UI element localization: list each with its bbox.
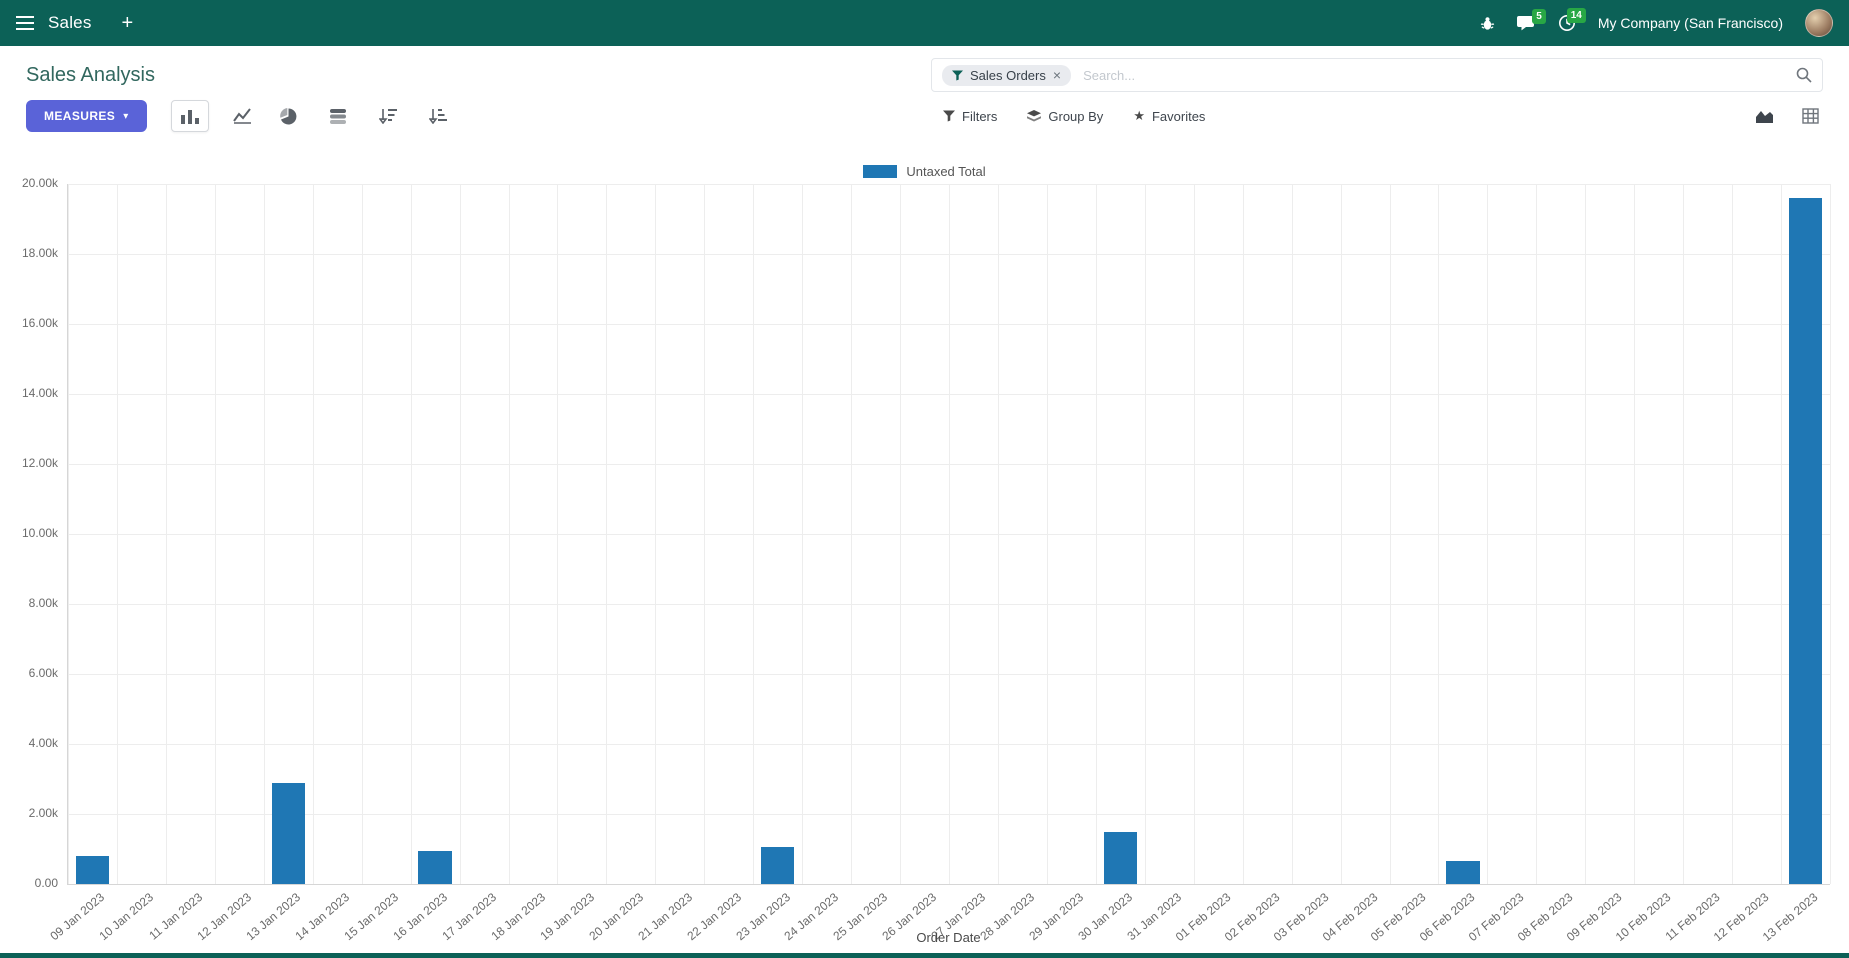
page-title: Sales Analysis [26, 63, 155, 86]
bar-chart-icon [180, 110, 199, 124]
area-chart-icon [1756, 111, 1773, 123]
bar[interactable] [1788, 198, 1823, 884]
search-facet-label: Sales Orders [970, 67, 1046, 83]
graph-view-button[interactable] [1751, 104, 1778, 128]
sort-descending-button[interactable] [375, 104, 401, 128]
y-tick-label: 16.00k [21, 316, 58, 330]
bar[interactable] [761, 847, 795, 884]
search-bar[interactable]: Sales Orders × [931, 58, 1823, 92]
stacked-icon [329, 109, 346, 124]
navbar-left: Sales + [16, 13, 133, 33]
y-tick-label: 8.00k [28, 596, 58, 610]
group-by-label: Group By [1048, 108, 1104, 124]
bar[interactable] [271, 782, 305, 884]
horizontal-gridline [68, 814, 1830, 815]
y-tick-label: 2.00k [28, 806, 58, 820]
messages-icon[interactable]: 5 [1516, 8, 1546, 32]
vertical-gridline [1830, 184, 1831, 884]
plot-area [67, 184, 1831, 885]
top-navbar: Sales + 5 14 My Company (San Francisco) [0, 0, 1849, 46]
bar-chart-type-button[interactable] [170, 100, 209, 132]
bottom-accent-strip [0, 953, 1849, 958]
messages-badge: 5 [1532, 8, 1546, 24]
filters-funnel-icon [943, 110, 955, 122]
activities-clock-icon[interactable]: 14 [1558, 8, 1586, 32]
control-panel-top-row: Sales Analysis Sales Orders × [26, 58, 1823, 92]
y-tick-label: 10.00k [21, 526, 58, 540]
navbar-right: 5 14 My Company (San Francisco) [1480, 8, 1833, 37]
caret-down-icon: ▾ [123, 110, 129, 122]
user-avatar[interactable] [1805, 9, 1833, 37]
chart-type-group [170, 100, 301, 132]
horizontal-gridline [68, 324, 1830, 325]
search-input[interactable] [1081, 66, 1786, 84]
y-tick-label: 4.00k [28, 736, 58, 750]
y-tick-label: 18.00k [21, 246, 58, 260]
group-by-menu-button[interactable]: Group By [1027, 109, 1103, 124]
line-chart-type-button[interactable] [229, 104, 256, 128]
measures-button[interactable]: MEASURES ▾ [26, 100, 147, 132]
horizontal-gridline [68, 534, 1830, 535]
debug-bug-icon[interactable] [1480, 16, 1495, 31]
facet-close-icon[interactable]: × [1052, 67, 1062, 83]
sort-ascending-button[interactable] [425, 104, 451, 128]
plus-icon[interactable]: + [121, 12, 134, 34]
horizontal-gridline [68, 464, 1830, 465]
stacked-toggle-button[interactable] [325, 104, 351, 128]
search-magnifier-icon[interactable] [1796, 67, 1812, 83]
y-axis-labels: 0.00 2.00k 4.00k 6.00k 8.00k 10.00k 12.00k 14.0… [0, 142, 58, 953]
search-facet-sales-orders[interactable]: Sales Orders × [942, 64, 1072, 86]
favorites-menu-button[interactable]: ★ Favorites [1133, 108, 1205, 124]
favorites-star-icon: ★ [1133, 108, 1145, 123]
pivot-view-button[interactable] [1798, 104, 1823, 128]
search-filter-group: Filters Group By ★ Favorites [931, 108, 1205, 124]
search-options-row: Filters Group By ★ Favorites [931, 104, 1823, 128]
pivot-table-icon [1802, 108, 1819, 124]
legend-label: Untaxed Total [906, 164, 986, 179]
company-switcher[interactable]: My Company (San Francisco) [1597, 15, 1783, 31]
measures-button-label: MEASURES [44, 109, 116, 123]
horizontal-gridline [68, 394, 1830, 395]
y-tick-label: 12.00k [21, 456, 58, 470]
chart-legend[interactable]: Untaxed Total [0, 164, 1849, 179]
hamburger-menu-icon[interactable] [16, 16, 34, 30]
y-tick-label: 14.00k [21, 386, 58, 400]
bar[interactable] [1103, 831, 1137, 884]
sort-descending-icon [378, 109, 397, 124]
horizontal-gridline [68, 184, 1830, 185]
x-axis-title: Order Date [916, 930, 981, 945]
bar[interactable] [418, 850, 452, 884]
bar[interactable] [1446, 861, 1480, 884]
horizontal-gridline [68, 254, 1830, 255]
y-tick-label: 6.00k [28, 666, 58, 680]
pie-chart-icon [279, 107, 297, 124]
y-tick-label: 20.00k [21, 176, 58, 190]
sort-ascending-icon [428, 109, 447, 124]
bar[interactable] [75, 856, 110, 884]
group-by-layers-icon [1027, 109, 1042, 121]
control-panel: Sales Analysis Sales Orders × MEASURES ▾ [0, 46, 1849, 142]
y-tick-label: 0.00 [34, 876, 58, 890]
filters-label: Filters [962, 108, 998, 124]
filter-funnel-icon [952, 69, 963, 81]
activities-badge: 14 [1566, 8, 1586, 23]
favorites-label: Favorites [1151, 108, 1206, 124]
control-panel-bottom-row: MEASURES ▾ [26, 100, 1823, 132]
pie-chart-type-button[interactable] [276, 104, 301, 129]
chart-toolbar: MEASURES ▾ [26, 100, 931, 132]
line-chart-icon [232, 108, 251, 124]
legend-swatch [863, 165, 898, 178]
chart-area: Untaxed Total 0.00 2.00k 4.00k 6.00k 8.00k 10… [0, 142, 1849, 953]
horizontal-gridline [68, 744, 1830, 745]
horizontal-gridline [68, 604, 1830, 605]
filters-menu-button[interactable]: Filters [943, 109, 997, 124]
app-name[interactable]: Sales [48, 13, 92, 32]
view-switcher [1751, 104, 1823, 128]
horizontal-gridline [68, 674, 1830, 675]
